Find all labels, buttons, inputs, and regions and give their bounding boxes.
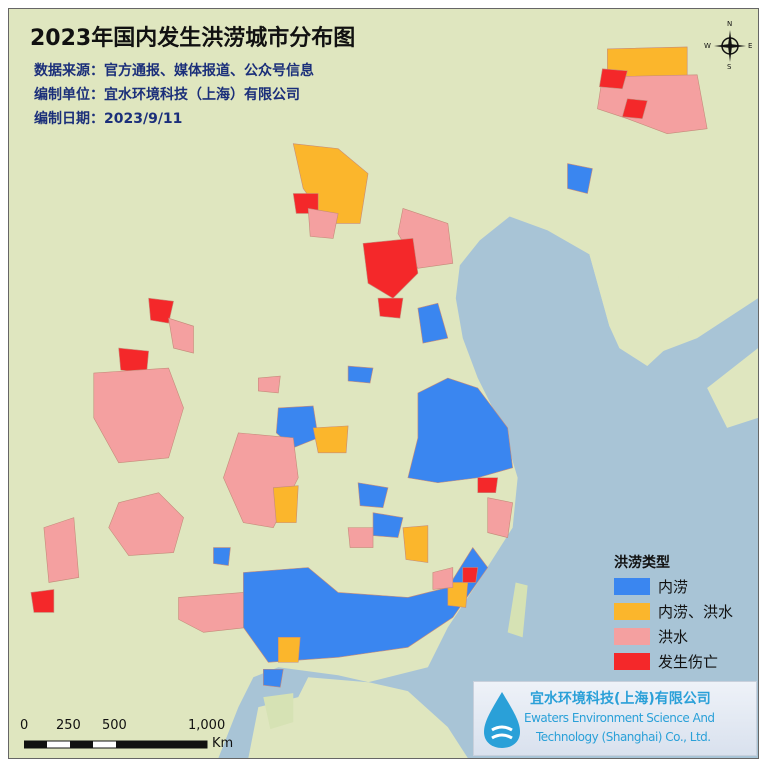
flood-city-region bbox=[402, 525, 429, 563]
flood-city-region bbox=[108, 492, 184, 556]
legend-swatch bbox=[614, 578, 650, 595]
flood-city-region bbox=[347, 527, 374, 548]
flood-city-region bbox=[312, 425, 349, 454]
flood-city-region bbox=[347, 365, 374, 384]
flood-city-region bbox=[118, 347, 149, 374]
legend-item-casualties: 发生伤亡 bbox=[614, 651, 733, 672]
legend-swatch bbox=[614, 653, 650, 670]
flood-city-region bbox=[487, 497, 513, 538]
water-drop-logo-icon bbox=[484, 692, 520, 748]
flood-city-region bbox=[462, 567, 479, 583]
flood-city-region bbox=[277, 637, 301, 663]
logo-name-cn: 宜水环境科技(上海)有限公司 bbox=[530, 691, 711, 707]
scale-unit: Km bbox=[212, 736, 234, 751]
compile-date: 编制日期：2023/9/11 bbox=[34, 111, 183, 127]
sea bbox=[218, 216, 758, 758]
flood-city-region bbox=[621, 98, 648, 120]
logo-name-en-2: Technology (Shanghai) Co., Ltd. bbox=[536, 730, 711, 744]
flood-city-region bbox=[599, 68, 628, 90]
flood-city-region bbox=[432, 567, 454, 590]
scale-label: 250 bbox=[56, 718, 81, 733]
compass: N E W S bbox=[704, 20, 752, 71]
legend-swatch bbox=[614, 628, 650, 645]
flood-city-region bbox=[357, 482, 389, 508]
flood-city-region bbox=[243, 547, 489, 663]
data-source: 数据来源：官方通报、媒体报道、公众号信息 bbox=[34, 63, 314, 79]
flood-city-region bbox=[213, 547, 231, 566]
company-logo: 宜水环境科技(上海)有限公司 Ewaters Environment Scien… bbox=[473, 681, 757, 756]
legend-swatch bbox=[614, 603, 650, 620]
flood-city-region bbox=[30, 589, 55, 613]
flood-city-region bbox=[292, 143, 369, 224]
logo-name-en-1: Ewaters Environment Science And bbox=[524, 711, 715, 725]
flood-city-region bbox=[272, 485, 299, 523]
japan bbox=[707, 348, 758, 428]
compass-s: S bbox=[727, 63, 732, 71]
flood-city-region bbox=[258, 375, 281, 394]
scale-label: 1,000 bbox=[188, 718, 226, 733]
compass-n: N bbox=[727, 20, 733, 28]
flood-city-region bbox=[597, 74, 708, 134]
flood-city-region bbox=[148, 297, 174, 324]
legend-item-waterlogging: 内涝 bbox=[614, 576, 733, 597]
scale-bar-graphic bbox=[24, 740, 208, 749]
legend-title: 洪涝类型 bbox=[614, 555, 670, 571]
flood-city-region bbox=[362, 238, 419, 299]
flood-city-region bbox=[263, 668, 284, 688]
flood-city-region bbox=[407, 377, 513, 484]
compass-w: W bbox=[704, 42, 711, 50]
flood-city-region bbox=[447, 582, 469, 608]
hainan bbox=[263, 693, 294, 730]
legend-item-flood: 洪水 bbox=[614, 626, 733, 647]
scale-label: 0 bbox=[20, 718, 29, 733]
flood-city-region bbox=[567, 163, 593, 194]
legend: 洪涝类型 内涝 内涝、洪水 洪水 发生伤亡 bbox=[614, 552, 733, 676]
flood-city-region bbox=[43, 517, 80, 583]
map-title: 2023年国内发生洪涝城市分布图 bbox=[30, 26, 356, 51]
legend-item-waterlogging-flood: 内涝、洪水 bbox=[614, 601, 733, 622]
flood-city-region bbox=[93, 367, 184, 464]
compass-e: E bbox=[748, 42, 753, 50]
flood-city-region bbox=[307, 208, 339, 239]
flood-city-region bbox=[477, 477, 499, 494]
compass-icon bbox=[714, 30, 746, 62]
flood-city-region bbox=[178, 592, 249, 633]
flood-city-region bbox=[168, 317, 194, 354]
flood-city-region bbox=[417, 302, 449, 344]
flood-city-region bbox=[377, 297, 404, 319]
scale-label: 500 bbox=[102, 718, 127, 733]
taiwan bbox=[507, 582, 528, 638]
flood-regions bbox=[30, 46, 708, 688]
korea-peninsula bbox=[589, 238, 680, 367]
compiler: 编制单位：宜水环境科技（上海）有限公司 bbox=[34, 87, 300, 103]
